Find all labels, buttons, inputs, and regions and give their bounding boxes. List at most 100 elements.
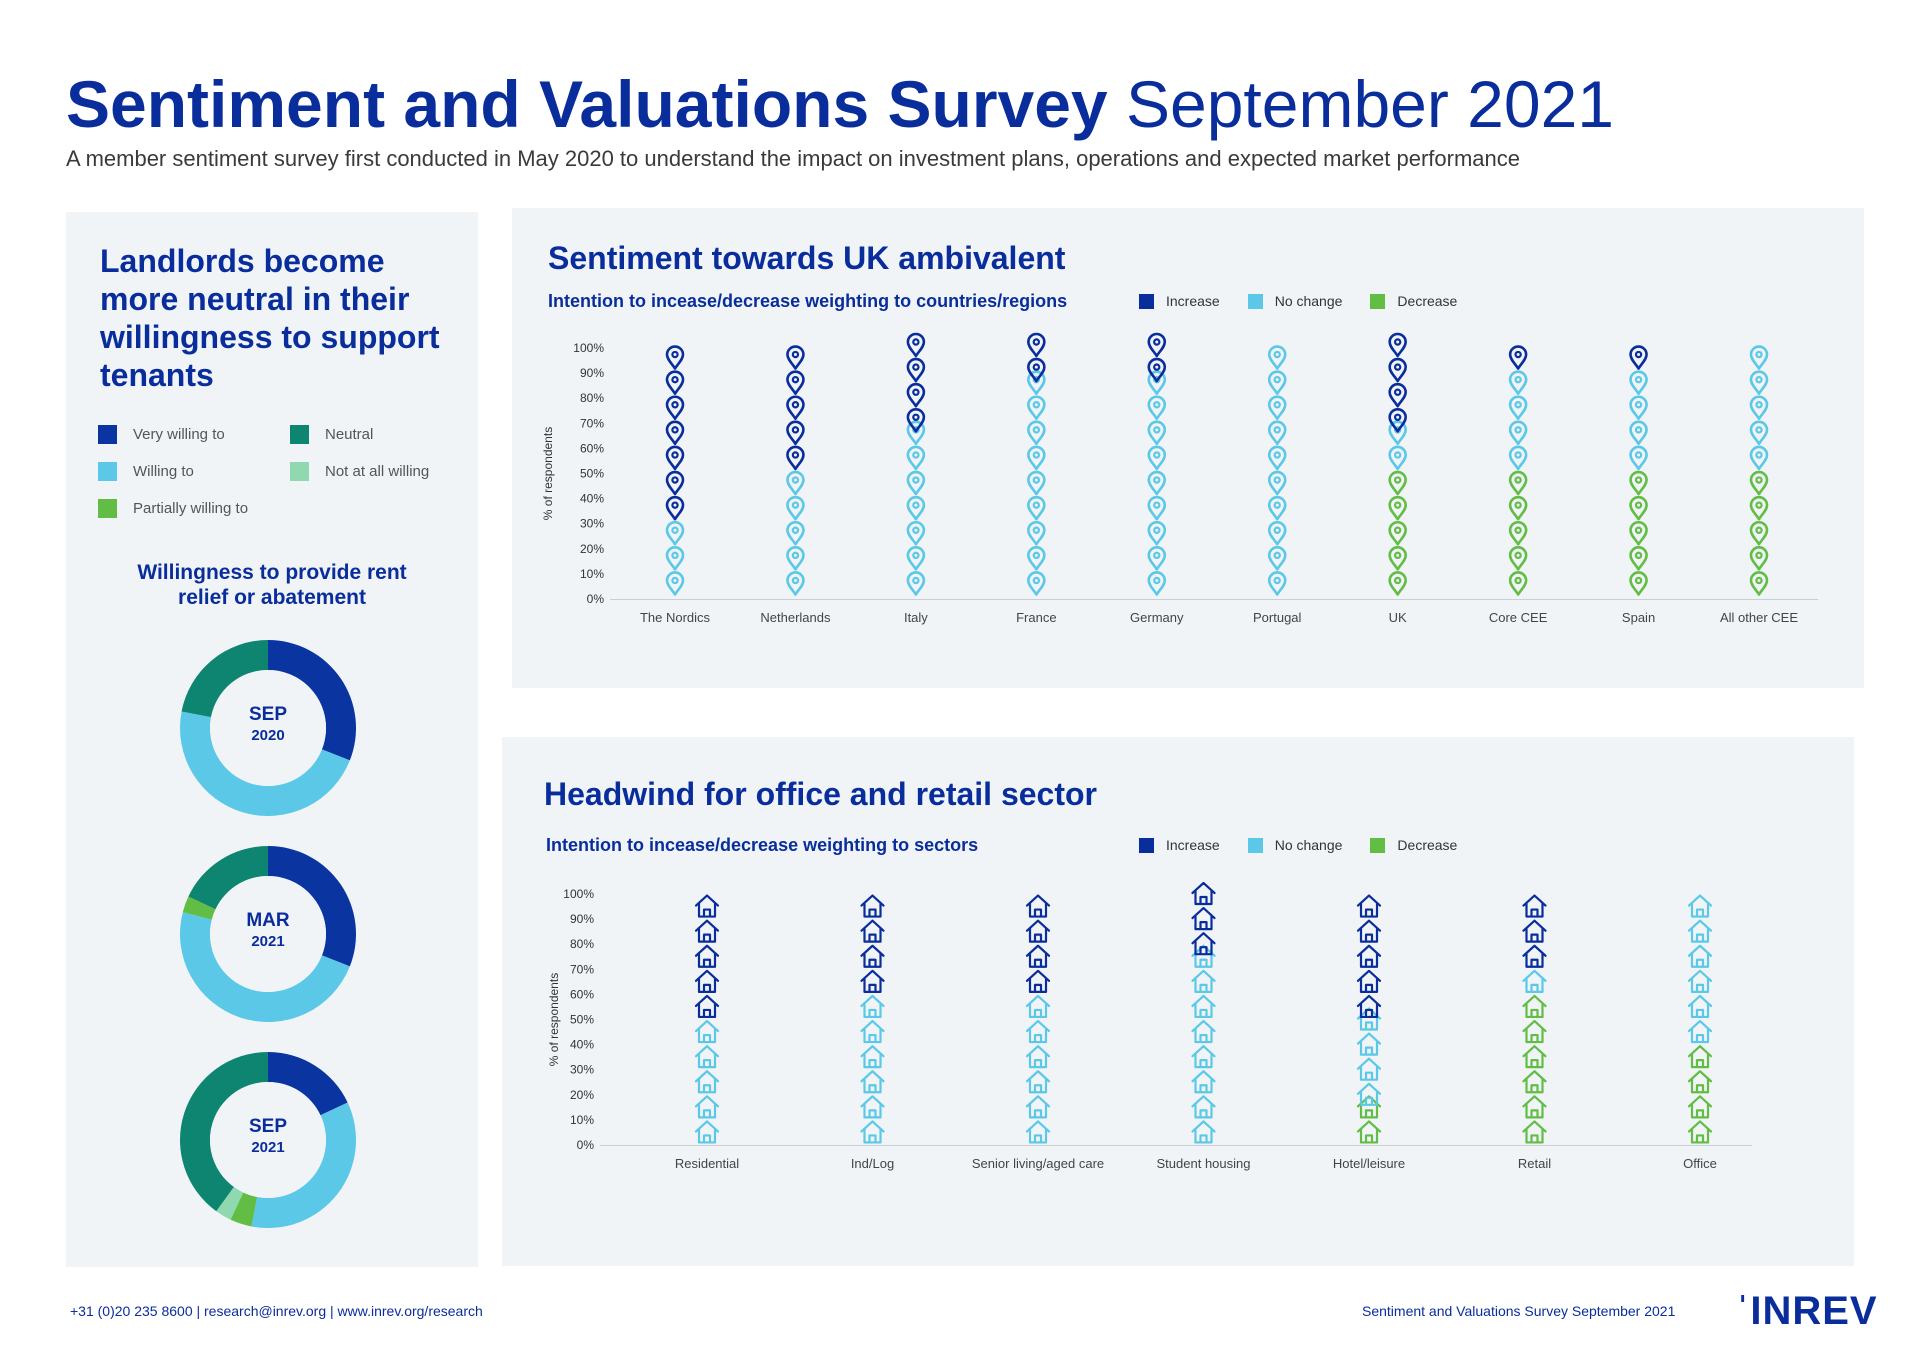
donut-slice-partially-willing-to	[230, 1192, 258, 1227]
pin-icon	[1388, 445, 1407, 471]
pin-icon-dot	[1755, 426, 1763, 434]
house-icon	[1687, 894, 1713, 918]
pin-icon-dot	[1393, 551, 1402, 560]
pin-icon-dot	[1514, 375, 1522, 384]
page-title: Sentiment and Valuations Survey Septembe…	[66, 64, 1614, 144]
pin-icon	[1027, 395, 1046, 421]
pin-icon-dot	[912, 363, 920, 371]
x-tick-label: Hotel/leisure	[1333, 1156, 1405, 1171]
pin-icon-dot	[791, 350, 800, 359]
house-icon	[1356, 969, 1382, 993]
pin-icon	[1388, 571, 1407, 596]
legend-increase: Increase	[1139, 837, 1220, 853]
pin-icon	[1388, 420, 1407, 446]
pin-icon-dot	[1393, 476, 1402, 484]
pin-icon-dot	[912, 551, 920, 560]
donut-slice-very-willing-to	[268, 1052, 348, 1116]
pin-icon-dot	[671, 576, 679, 585]
legend-no-change: No change	[1247, 293, 1342, 309]
pin-icon	[665, 445, 685, 471]
y-tick-label: 30%	[580, 517, 604, 531]
donut-slice-partially-willing-to	[182, 896, 216, 920]
pin-icon	[1749, 495, 1769, 521]
house-icon	[1687, 1120, 1713, 1144]
pin-icon	[906, 408, 926, 433]
pin-icon-dot	[1634, 526, 1643, 534]
pin-icon	[1027, 332, 1046, 358]
y-tick-label: 70%	[570, 962, 594, 976]
y-tick-label: 100%	[573, 341, 604, 355]
category-column	[1267, 345, 1287, 596]
pin-icon	[906, 546, 926, 571]
house-icon	[1025, 969, 1051, 993]
footer-report-name: Sentiment and Valuations Survey Septembe…	[1362, 1303, 1676, 1319]
house-icon	[860, 1120, 885, 1144]
category-column	[1687, 894, 1713, 1144]
pin-icon-dot	[671, 350, 679, 359]
pin-icon-dot	[912, 413, 920, 421]
y-tick-label: 50%	[580, 467, 604, 481]
category-column	[694, 894, 720, 1144]
pin-icon-dot	[1634, 576, 1643, 585]
pin-icon	[1508, 395, 1528, 421]
pin-icon-dot	[1032, 451, 1041, 459]
x-tick-label: France	[1016, 610, 1056, 625]
pin-icon	[1147, 546, 1167, 571]
legend-label: Increase	[1166, 837, 1220, 853]
donut-hole	[210, 876, 326, 992]
house-icon	[1356, 944, 1382, 968]
house-icon	[694, 1120, 720, 1144]
pin-icon-dot	[791, 576, 800, 585]
pin-icon	[1147, 445, 1167, 471]
donut-slice-neutral	[188, 846, 268, 910]
pin-icon-dot	[1755, 401, 1763, 409]
pin-icon	[1267, 420, 1287, 446]
pin-icon-dot	[1634, 476, 1643, 484]
category-column	[786, 345, 805, 596]
pin-icon-dot	[791, 401, 800, 409]
pin-icon	[1508, 420, 1528, 446]
pin-icon	[1508, 495, 1528, 521]
pin-icon-dot	[1634, 375, 1643, 384]
house-icon	[1025, 919, 1051, 943]
house-icon	[1191, 1045, 1216, 1069]
pin-icon	[1027, 571, 1046, 596]
pin-icon	[1267, 546, 1287, 571]
pin-icon-dot	[1032, 426, 1041, 434]
pin-icon	[906, 571, 926, 596]
house-icon	[1191, 1120, 1216, 1144]
pin-icon	[1629, 470, 1648, 496]
pin-icon-dot	[1634, 451, 1643, 459]
pin-icon-dot	[791, 476, 800, 484]
pin-icon	[1027, 521, 1046, 546]
house-icon	[860, 894, 885, 918]
house-icon	[1687, 1019, 1713, 1044]
pin-icon	[1629, 495, 1648, 521]
pin-icon	[1147, 521, 1167, 546]
legend-neutral: Neutral	[290, 425, 373, 444]
house-icon	[1522, 919, 1547, 943]
category-column	[1027, 332, 1046, 596]
house-icon	[694, 969, 720, 993]
title-bold: Sentiment and Valuations Survey	[66, 67, 1108, 141]
pin-icon-dot	[1514, 526, 1522, 534]
pin-icon-dot	[1755, 501, 1763, 509]
pin-icon-dot	[1273, 350, 1281, 359]
pin-icon	[1749, 395, 1769, 421]
pin-icon-dot	[791, 375, 800, 384]
pin-icon	[1508, 345, 1528, 370]
footer-contact: +31 (0)20 235 8600 | research@inrev.org …	[70, 1303, 483, 1319]
pin-icon	[1508, 470, 1528, 496]
pin-icon-dot	[1514, 476, 1522, 484]
house-icon	[694, 994, 720, 1019]
category-column	[1147, 332, 1167, 596]
x-tick-label: Core CEE	[1489, 610, 1548, 625]
pin-icon	[1267, 445, 1287, 471]
pin-icon-dot	[671, 526, 679, 534]
house-icon	[694, 919, 720, 943]
pin-icon-dot	[1153, 551, 1161, 560]
pin-icon-dot	[1634, 401, 1643, 409]
title-light: September 2021	[1125, 67, 1614, 141]
pin-icon	[1508, 546, 1528, 571]
pin-icon	[906, 470, 926, 496]
